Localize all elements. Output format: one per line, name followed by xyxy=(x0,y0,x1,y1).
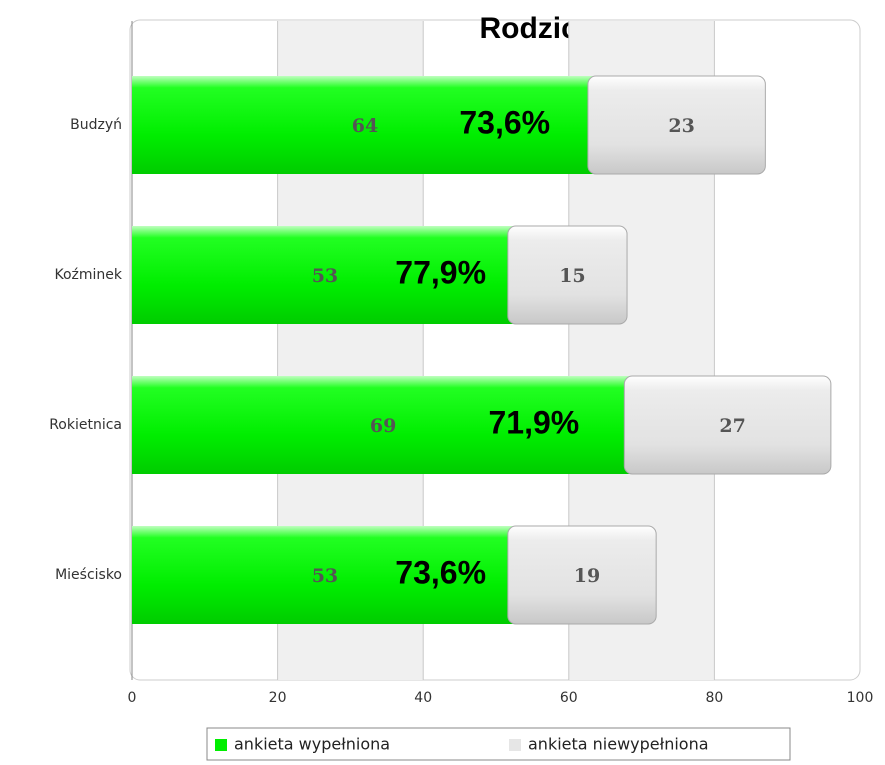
legend-swatch xyxy=(215,739,227,751)
x-tick-label: 40 xyxy=(414,690,432,706)
bar-segment xyxy=(132,226,518,324)
bar-segment xyxy=(132,376,635,474)
bar-segment xyxy=(507,225,628,325)
annotation: 71,9% xyxy=(488,404,579,440)
legend xyxy=(206,727,791,761)
data-label: 64 xyxy=(352,115,378,137)
x-tick-label: 80 xyxy=(705,690,723,706)
y-tick-label: Budzyń xyxy=(70,117,122,133)
data-label: 15 xyxy=(559,265,585,287)
data-label: 53 xyxy=(312,565,338,587)
annotation: 77,9% xyxy=(395,254,486,290)
annotation: 73,6% xyxy=(459,104,550,140)
x-tick-label: 0 xyxy=(128,690,137,706)
legend-swatch xyxy=(509,739,521,751)
bar-segment xyxy=(132,76,598,174)
bar-segment xyxy=(623,375,832,475)
x-tick-label: 60 xyxy=(560,690,578,706)
x-tick-label: 20 xyxy=(269,690,287,706)
legend-label: ankieta niewypełniona xyxy=(528,735,709,754)
data-label: 19 xyxy=(574,565,600,587)
bar-segment xyxy=(507,525,657,625)
annotation: 73,6% xyxy=(395,554,486,590)
data-label: 23 xyxy=(668,115,694,137)
bar-segment xyxy=(132,526,518,624)
y-tick-label: Mieścisko xyxy=(55,567,122,583)
x-tick-label: 100 xyxy=(847,690,874,706)
data-label: 27 xyxy=(719,415,745,437)
y-tick-label: Koźminek xyxy=(54,267,122,283)
data-label: 53 xyxy=(312,265,338,287)
legend-label: ankieta wypełniona xyxy=(234,735,390,754)
bar-segment xyxy=(587,75,766,175)
data-label: 69 xyxy=(370,415,396,437)
y-tick-label: Rokietnica xyxy=(49,417,122,433)
